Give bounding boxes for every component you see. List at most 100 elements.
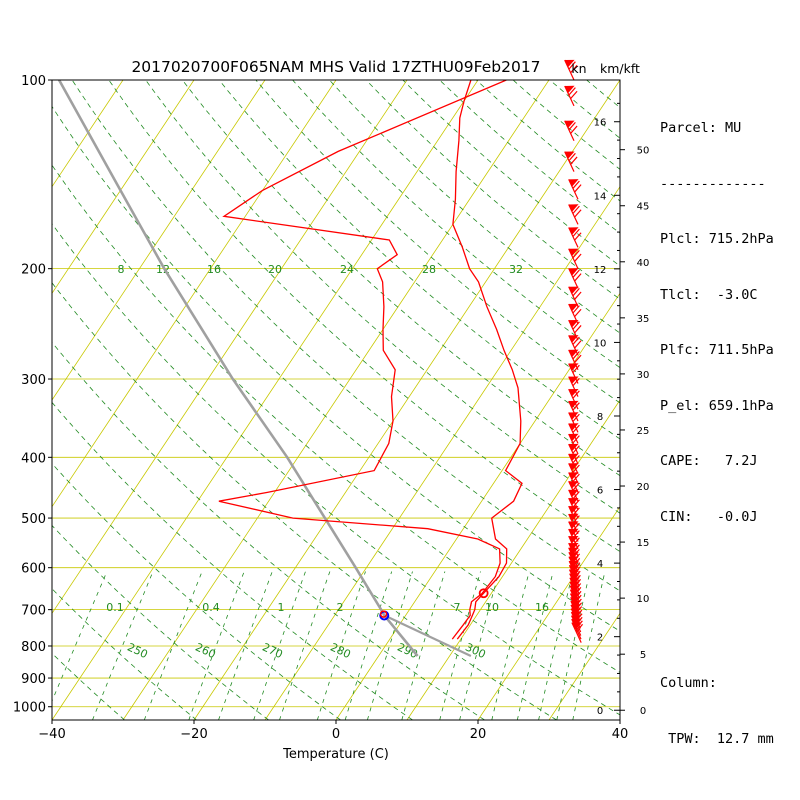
wind-barb xyxy=(568,286,582,307)
mixing-ratio-line xyxy=(459,571,500,720)
wind-barb-flag xyxy=(572,390,580,399)
parcel-cin: CIN: -0.0J xyxy=(660,508,758,525)
wind-barb-flag xyxy=(572,305,580,314)
wind-barb-pennant xyxy=(568,453,579,462)
parcel-pel: P_el: 659.1hPa xyxy=(660,397,774,414)
wind-barb-flag xyxy=(572,522,580,532)
dry-adiabat-line xyxy=(52,105,620,632)
dry-adiabat-line xyxy=(218,80,620,440)
column-tpw: TPW: 12.7 mm xyxy=(660,730,774,747)
height-kft-label: 10 xyxy=(637,594,650,605)
wind-barb-pennant xyxy=(568,412,579,420)
isotherm-line xyxy=(335,292,620,720)
dry-adiabat-line xyxy=(52,164,620,673)
mixing-ratio-label: 2 xyxy=(337,601,344,614)
wind-barb xyxy=(564,120,578,141)
height-kft-label: 30 xyxy=(637,370,650,381)
x-tick-label: 40 xyxy=(612,727,629,742)
height-kft-label: 50 xyxy=(637,146,650,157)
isotherm-line xyxy=(477,505,620,720)
mixing-ratio-label: 7 xyxy=(454,601,461,614)
wind-barb xyxy=(568,227,582,248)
wind-barb-flag xyxy=(568,61,576,70)
mixing-ratio-label: 24 xyxy=(340,263,354,276)
wind-barb-flag xyxy=(572,321,580,330)
wind-barb-flag xyxy=(574,291,582,300)
wind-barb-pennant xyxy=(568,204,579,212)
height-kft-label: 45 xyxy=(637,202,650,213)
wind-barb-pennant xyxy=(568,227,579,235)
mixing-ratio-line xyxy=(572,571,606,720)
dry-adiabat-line xyxy=(71,80,620,592)
wind-barb-flag xyxy=(572,228,580,237)
height-km-label: 4 xyxy=(597,559,603,570)
wind-barb-flag xyxy=(572,482,580,491)
wind-barb-pennant xyxy=(568,303,579,312)
wind-barb-pennant xyxy=(568,286,579,295)
isotherm-lines xyxy=(52,80,620,720)
wind-barb-flag xyxy=(572,351,580,360)
mixing-ratio-label: 20 xyxy=(268,263,282,276)
wind-barb-staff xyxy=(568,560,580,582)
wind-barb xyxy=(564,59,578,81)
wind-barb-flag xyxy=(568,152,576,162)
wind-barb-pennant xyxy=(568,481,579,489)
isotherm-line xyxy=(52,80,53,81)
pressure-tick-label: 300 xyxy=(21,373,46,388)
wind-barb xyxy=(564,85,578,107)
wind-barb-flag xyxy=(572,205,580,214)
pressure-tick-label: 800 xyxy=(21,640,46,655)
x-axis-label: Temperature (C) xyxy=(282,747,389,762)
wind-barb-flag xyxy=(574,273,582,282)
wind-barb-flag xyxy=(574,184,582,193)
wind-barb-flag xyxy=(572,250,580,259)
temperature-profile-line xyxy=(452,80,523,640)
height-km-label: 6 xyxy=(597,486,603,497)
isotherm-line xyxy=(52,80,479,720)
wind-barb xyxy=(568,489,580,511)
wind-barb-flag xyxy=(572,364,580,374)
wind-barb-pennant xyxy=(568,433,579,442)
wind-barb xyxy=(564,151,578,172)
mixing-ratio-line xyxy=(491,571,530,720)
pressure-tick-label: 200 xyxy=(21,263,46,278)
wind-barb-pennant xyxy=(568,400,579,409)
height-km-label: 16 xyxy=(594,118,607,129)
wind-barb-flag xyxy=(570,156,578,165)
pressure-tick-label: 500 xyxy=(21,512,46,527)
wind-barb-flag xyxy=(572,288,580,297)
wind-barb-flag xyxy=(572,515,580,524)
pressure-tick-label: 900 xyxy=(21,672,46,687)
pressure-tick-label: 700 xyxy=(21,604,46,619)
units-kmkft-label: km/kft xyxy=(600,61,640,76)
pressure-tick-label: 400 xyxy=(21,451,46,466)
wind-barb-flag xyxy=(574,308,582,318)
wind-barb-pennant xyxy=(568,319,579,328)
units-kn-label: kn xyxy=(571,61,586,76)
wind-barb xyxy=(568,268,582,289)
mixing-ratio-label: 16 xyxy=(535,601,549,614)
x-tick-label: −20 xyxy=(180,727,207,742)
x-tick-label: 20 xyxy=(470,727,487,742)
wind-barb-pennant xyxy=(568,268,579,276)
pressure-tick-label: 1000 xyxy=(13,701,46,716)
dry-adiabat-lines xyxy=(52,80,620,720)
mixing-ratio-label: 16 xyxy=(207,263,221,276)
parcel-dry-branch-line xyxy=(383,614,472,657)
wind-barb-flag xyxy=(570,125,578,134)
wind-barb-pennant xyxy=(564,85,575,94)
parcel-cape: CAPE: 7.2J xyxy=(660,453,758,469)
mixing-ratio-lines xyxy=(52,571,606,720)
wind-barb-flag xyxy=(572,537,580,546)
wind-barb-flag xyxy=(572,269,580,278)
column-label: Column: xyxy=(660,675,717,691)
parcel-separator: ------------- xyxy=(660,175,766,192)
mixing-ratio-label: 1 xyxy=(278,601,285,614)
height-km-label: 12 xyxy=(594,265,607,276)
isotherm-line xyxy=(406,399,620,720)
wind-barb-flag xyxy=(572,544,580,553)
wind-barb-flag xyxy=(574,340,582,349)
isotherm-line xyxy=(52,80,337,508)
wind-barb-flag xyxy=(570,64,578,74)
